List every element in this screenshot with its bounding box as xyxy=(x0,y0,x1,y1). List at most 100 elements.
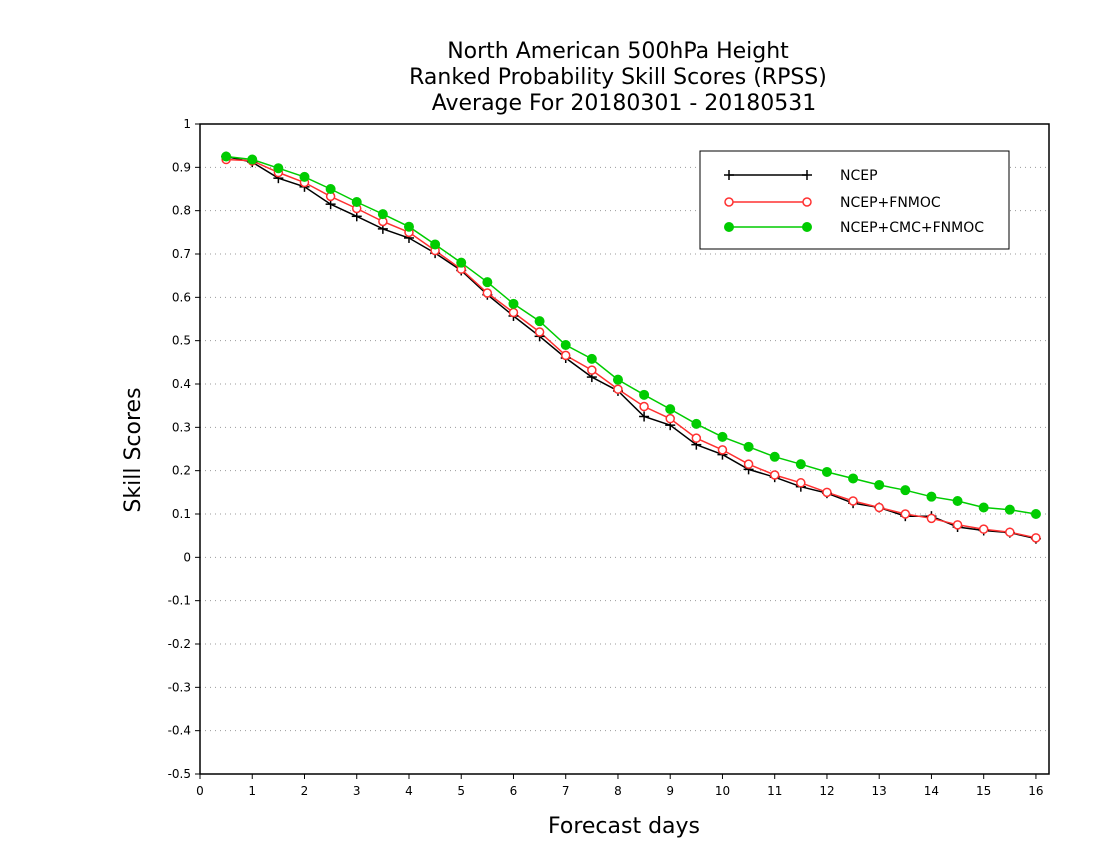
y-tick-label: 0.2 xyxy=(172,464,191,478)
data-point-series-2 xyxy=(612,374,623,385)
data-point-series-2 xyxy=(769,451,780,462)
x-tick-label: 15 xyxy=(976,784,991,798)
legend-marker xyxy=(724,222,734,232)
data-point-series-1 xyxy=(534,327,545,337)
legend: NCEP NCEP+FNMOC NCEP+CMC+FNMOC xyxy=(699,150,1010,250)
data-point-series-2 xyxy=(691,418,702,429)
chart-title-line-1: North American 500hPa Height xyxy=(447,39,789,64)
x-tick-label: 1 xyxy=(248,784,256,798)
legend-marker xyxy=(802,222,812,232)
data-point-series-2 xyxy=(900,485,911,496)
y-tick-label: 0.4 xyxy=(172,377,191,391)
x-tick-label: 9 xyxy=(666,784,674,798)
data-point-series-2 xyxy=(795,459,806,470)
y-tick-label: -0.2 xyxy=(168,637,191,651)
legend-marker xyxy=(724,170,734,180)
y-tick-label: 0.8 xyxy=(172,204,191,218)
legend-entry-label: NCEP+FNMOC xyxy=(840,195,941,211)
data-point-series-2 xyxy=(534,316,545,327)
data-point-series-2 xyxy=(351,197,362,207)
data-point-series-1 xyxy=(508,307,519,318)
data-point-series-1 xyxy=(665,413,675,424)
legend-marker xyxy=(724,197,734,207)
y-tick-label: -0.1 xyxy=(168,594,191,608)
x-axis-ticks: 0 1 2 3 4 5 6 7 8 9 10 11 12 13 14 15 16 xyxy=(196,774,1044,798)
data-point-series-2 xyxy=(482,277,493,288)
x-tick-label: 2 xyxy=(301,784,309,798)
x-tick-label: 8 xyxy=(614,784,622,798)
data-point-series-2 xyxy=(377,209,388,220)
data-point-series-1 xyxy=(822,487,832,498)
data-point-series-2 xyxy=(273,163,284,174)
x-axis-label: Forecast days xyxy=(548,814,700,839)
data-point-series-2 xyxy=(456,257,467,268)
y-tick-label: 0.3 xyxy=(172,420,191,434)
y-tick-label: -0.5 xyxy=(168,767,191,781)
x-tick-label: 16 xyxy=(1028,784,1043,798)
legend-box xyxy=(699,150,1010,250)
data-point-series-2 xyxy=(717,431,728,442)
data-point-series-2 xyxy=(874,479,885,490)
y-tick-label: 0.7 xyxy=(172,247,191,261)
data-point-series-1 xyxy=(848,496,858,506)
data-point-series-2 xyxy=(325,184,336,194)
x-tick-label: 6 xyxy=(510,784,518,798)
data-point-series-2 xyxy=(1030,509,1041,519)
data-point-series-1 xyxy=(874,502,884,513)
y-tick-label: -0.4 xyxy=(168,724,191,738)
data-point-series-2 xyxy=(221,151,232,162)
x-tick-label: 10 xyxy=(715,784,730,798)
data-point-series-0 xyxy=(639,411,650,422)
y-tick-label: 0.1 xyxy=(172,507,191,521)
series-markers xyxy=(221,151,1041,544)
data-point-series-2 xyxy=(743,441,754,452)
data-point-series-1 xyxy=(900,509,911,519)
y-axis-ticks: -0.5 -0.4 -0.3 -0.2 -0.1 0 0.1 0.2 0.3 0.4 0.5 0.6 0… xyxy=(168,117,200,781)
data-point-series-1 xyxy=(1005,527,1015,537)
data-point-series-1 xyxy=(978,524,989,534)
x-tick-label: 0 xyxy=(196,784,204,798)
data-point-series-2 xyxy=(952,496,963,506)
chart-title: North American 500hPa Height Ranked Prob… xyxy=(409,39,827,116)
x-tick-label: 4 xyxy=(405,784,413,798)
data-point-series-2 xyxy=(848,473,859,484)
plot-frame xyxy=(199,123,1050,775)
data-point-series-1 xyxy=(717,445,728,455)
y-tick-label: 0.9 xyxy=(172,160,191,174)
chart-title-line-2: Ranked Probability Skill Scores (RPSS) xyxy=(409,65,827,90)
data-point-series-1 xyxy=(796,478,806,488)
y-axis-label: Skill Scores xyxy=(121,387,146,512)
data-point-series-1 xyxy=(482,288,493,298)
data-point-series-2 xyxy=(1004,504,1015,515)
data-point-series-2 xyxy=(586,353,597,364)
x-tick-label: 11 xyxy=(767,784,782,798)
x-tick-label: 12 xyxy=(819,784,834,798)
y-tick-label: -0.3 xyxy=(168,680,191,694)
data-point-series-1 xyxy=(691,433,702,443)
legend-entry-label: NCEP+CMC+FNMOC xyxy=(840,220,984,236)
data-point-series-2 xyxy=(665,404,676,415)
y-tick-label: 0 xyxy=(183,550,191,564)
data-point-series-1 xyxy=(743,459,754,469)
data-point-series-2 xyxy=(821,466,832,477)
x-tick-label: 5 xyxy=(457,784,465,798)
data-point-series-1 xyxy=(952,520,963,530)
data-point-series-1 xyxy=(926,513,937,524)
x-tick-label: 7 xyxy=(562,784,570,798)
data-point-series-1 xyxy=(639,401,649,412)
data-point-series-1 xyxy=(613,384,623,394)
data-point-series-2 xyxy=(978,502,989,513)
data-point-series-2 xyxy=(247,154,258,165)
chart-title-line-3: Average For 20180301 - 20180531 xyxy=(432,91,817,116)
data-point-series-1 xyxy=(1031,533,1041,543)
data-point-series-2 xyxy=(403,221,414,232)
y-tick-label: 1 xyxy=(183,117,191,131)
data-point-series-1 xyxy=(769,470,780,480)
data-point-series-2 xyxy=(299,171,310,182)
y-tick-label: 0.6 xyxy=(172,290,191,304)
data-point-series-2 xyxy=(430,239,441,250)
grid-lines xyxy=(200,166,1049,732)
data-point-series-2 xyxy=(508,298,519,309)
x-tick-label: 13 xyxy=(872,784,887,798)
